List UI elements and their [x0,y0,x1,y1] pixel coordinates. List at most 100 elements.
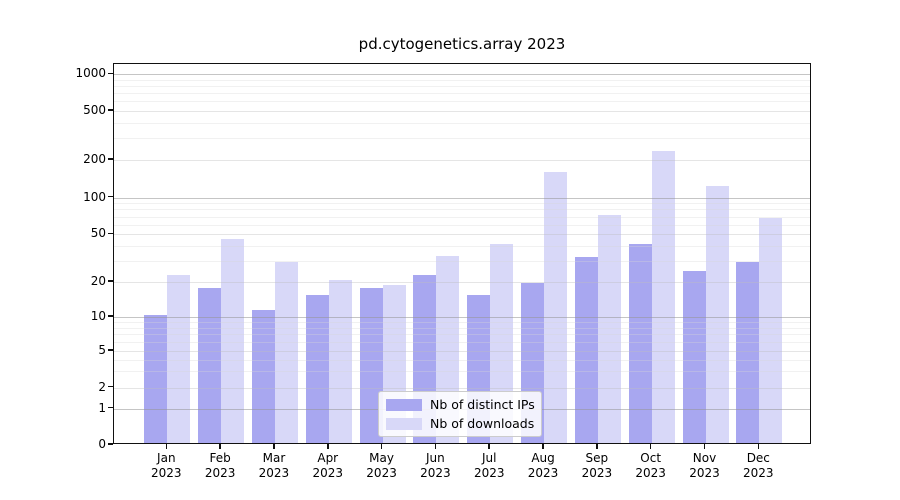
xtick-feb [219,444,221,449]
gridline-90 [114,203,810,205]
gridline-5 [114,351,810,352]
xtick-apr [327,444,329,449]
xtick-jan [165,444,168,449]
ytick-1 [108,406,113,409]
legend: Nb of distinct IPs Nb of downloads [378,391,542,437]
xlabel-nov: Nov 2023 [689,451,720,480]
ytick-label-100: 100 [83,189,106,204]
gridline-800 [114,86,810,88]
gridline-400 [114,122,810,124]
ytick-label-200: 200 [83,152,106,166]
gridline-600 [114,101,810,103]
bar-distinct-ips-feb [198,288,222,443]
bar-distinct-ips-apr [305,294,329,443]
ytick-2 [108,385,113,388]
gridline-70 [114,216,810,218]
xtick-aug [542,444,544,449]
gridline-50 [114,234,810,236]
plot-area [113,63,811,444]
bar-distinct-ips-may [359,288,383,443]
xtick-oct [649,444,652,449]
gridline-900 [114,79,810,81]
xlabel-apr: Apr 2023 [312,451,344,480]
bar-distinct-ips-mar [251,310,275,443]
gridline-3 [114,371,810,373]
legend-swatch-distinct-ips [386,398,422,411]
chart-title: pd.cytogenetics.array 2023 [358,35,566,53]
ytick-100 [108,195,113,198]
xtick-jul [488,444,490,449]
legend-label-distinct-ips: Nb of distinct IPs [430,397,535,412]
xtick-sep [596,444,598,449]
gridline-40 [114,245,810,247]
ytick-label-10: 10 [90,309,106,323]
bar-downloads-apr [328,280,352,443]
ytick-50 [108,232,113,235]
bar-downloads-feb [221,238,245,443]
gridline-60 [114,224,810,226]
bar-downloads-aug [544,171,568,443]
gridline-1000 [114,74,810,76]
bar-downloads-sep [597,214,621,443]
bar-downloads-mar [274,262,298,443]
ytick-20 [108,280,113,282]
gridline-20 [114,282,810,283]
xtick-mar [273,444,275,449]
ytick-200 [108,158,113,160]
ytick-label-500: 500 [83,103,106,117]
gridline-9 [114,322,810,324]
gridline-4 [114,359,810,361]
ytick-label-50: 50 [90,226,106,241]
legend-swatch-downloads [386,417,422,430]
legend-item-downloads: Nb of downloads [386,416,534,431]
ytick-5 [108,349,113,351]
xlabel-jul: Jul 2023 [473,451,505,480]
xtick-jun [434,444,437,449]
gridline-10 [114,317,810,318]
xtick-dec [757,444,760,449]
xlabel-dec: Dec 2023 [743,451,774,480]
gridline-100 [114,197,810,199]
ytick-0 [108,443,113,445]
bar-distinct-ips-oct [628,243,652,443]
gridline-2 [114,387,810,389]
xlabel-jan: Jan 2023 [151,451,182,480]
ytick-label-0: 0 [98,437,106,451]
ytick-10 [108,315,113,317]
gridline-7 [114,334,810,336]
bar-distinct-ips-jan [144,315,168,443]
bar-downloads-oct [651,150,675,443]
xlabel-may: May 2023 [366,451,397,480]
gridline-200 [114,160,810,161]
xtick-nov [703,444,706,449]
gridline-6 [114,342,810,344]
xlabel-mar: Mar 2023 [258,451,290,480]
xlabel-feb: Feb 2023 [204,451,236,480]
ytick-label-1000: 1000 [75,66,106,81]
bar-distinct-ips-nov [682,270,706,443]
gridline-8 [114,327,810,329]
legend-label-downloads: Nb of downloads [430,416,535,431]
bar-downloads-nov [705,185,729,443]
ytick-label-1: 1 [98,400,106,415]
gridline-30 [114,260,810,262]
ytick-500 [108,109,113,111]
xlabel-aug: Aug 2023 [527,451,559,480]
gridline-700 [114,93,810,95]
gridline-300 [114,138,810,140]
xlabel-oct: Oct 2023 [635,451,666,480]
ytick-label-2: 2 [98,379,106,394]
bar-distinct-ips-sep [574,257,598,443]
legend-item-distinct-ips: Nb of distinct IPs [386,397,535,412]
ytick-1000 [108,72,113,75]
xlabel-sep: Sep 2023 [581,451,613,480]
xtick-may [380,444,383,449]
ytick-label-5: 5 [98,343,106,357]
gridline-80 [114,209,810,211]
ytick-label-20: 20 [90,274,106,288]
gridline-500 [114,111,810,112]
xlabel-jun: Jun 2023 [420,451,451,480]
bar-downloads-dec [759,218,783,443]
bar-distinct-ips-dec [736,262,760,443]
